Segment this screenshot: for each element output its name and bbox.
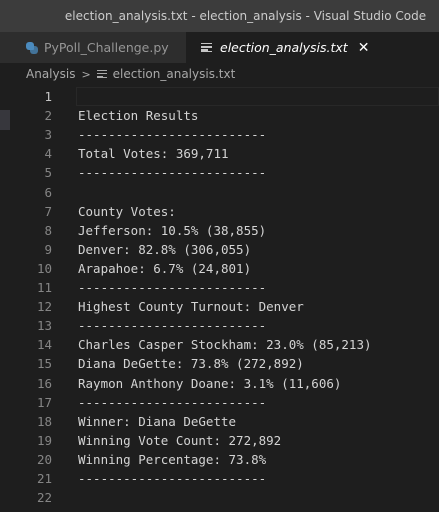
- window-title: election_analysis.txt - election_analysi…: [64, 9, 427, 23]
- editor-line[interactable]: 12 Highest County Turnout: Denver: [0, 297, 439, 316]
- tab-label: election_analysis.txt: [220, 40, 348, 55]
- editor-line[interactable]: 20 Winning Percentage: 73.8%: [0, 450, 439, 469]
- text-file-icon: [201, 43, 212, 52]
- editor-line[interactable]: 15 Diana DeGette: 73.8% (272,892): [0, 354, 439, 373]
- line-number: 8: [44, 222, 52, 238]
- editor-line[interactable]: 7 County Votes:: [0, 202, 439, 221]
- line-number: 1: [44, 89, 52, 104]
- editor-line[interactable]: 2 Election Results: [0, 106, 439, 125]
- close-icon[interactable]: ✕: [357, 39, 370, 56]
- line-text: Winning Percentage: 73.8%: [78, 451, 267, 467]
- line-text: Election Results: [78, 108, 199, 124]
- tab-election-analysis[interactable]: election_analysis.txt ✕: [186, 32, 439, 63]
- line-number: 22: [36, 490, 52, 506]
- line-number: 9: [44, 241, 52, 257]
- gutter-marker: [0, 110, 10, 130]
- line-number: 20: [36, 451, 52, 467]
- line-number: 11: [36, 280, 52, 295]
- tab-label: PyPoll_Challenge.py: [44, 40, 169, 55]
- line-number: 6: [44, 184, 52, 200]
- line-number: 7: [44, 203, 52, 219]
- editor-line[interactable]: 16 Raymon Anthony Doane: 3.1% (11,606): [0, 374, 439, 393]
- line-text: Arapahoe: 6.7% (24,801): [78, 260, 252, 276]
- editor-line[interactable]: 21 -------------------------: [0, 469, 439, 488]
- editor-line[interactable]: 8 Jefferson: 10.5% (38,855): [0, 221, 439, 240]
- line-number: 12: [36, 299, 52, 315]
- text-editor[interactable]: 1 2 Election Results 3 ---------------------…: [0, 86, 439, 512]
- line-number: 19: [36, 432, 52, 448]
- text-file-icon: [96, 70, 107, 78]
- breadcrumb: Analysis > election_analysis.txt: [0, 63, 439, 85]
- line-number: 13: [36, 318, 52, 334]
- line-text: Total Votes: 369,711: [78, 146, 229, 162]
- line-number: 15: [36, 356, 52, 372]
- line-number: 2: [44, 108, 52, 124]
- line-number: 3: [44, 127, 52, 143]
- line-text: -------------------------: [78, 318, 267, 334]
- line-number: 4: [44, 146, 52, 162]
- window-title-bar: election_analysis.txt - election_analysi…: [0, 0, 439, 32]
- line-text: Denver: 82.8% (306,055): [78, 241, 252, 257]
- editor-line[interactable]: 14 Charles Casper Stockham: 23.0% (85,213…: [0, 335, 439, 354]
- line-text: Highest County Turnout: Denver: [78, 299, 304, 315]
- line-text: County Votes:: [78, 203, 176, 219]
- editor-line[interactable]: 11 -------------------------: [0, 278, 439, 297]
- line-text: -------------------------: [78, 394, 267, 410]
- line-number: 16: [36, 375, 52, 391]
- line-text: Winning Vote Count: 272,892: [78, 432, 282, 448]
- line-number: 17: [36, 394, 52, 410]
- line-text: Winner: Diana DeGette: [78, 413, 237, 429]
- breadcrumb-folder[interactable]: Analysis: [26, 67, 76, 81]
- editor-line[interactable]: 10 Arapahoe: 6.7% (24,801): [0, 259, 439, 278]
- editor-line[interactable]: 9 Denver: 82.8% (306,055): [0, 240, 439, 259]
- line-text: Jefferson: 10.5% (38,855): [78, 222, 267, 238]
- editor-line[interactable]: 18 Winner: Diana DeGette: [0, 412, 439, 431]
- editor-line[interactable]: 1: [0, 87, 439, 106]
- line-number: 18: [36, 413, 52, 429]
- line-number: 21: [36, 471, 52, 486]
- python-icon: [26, 41, 38, 54]
- chevron-right-icon: >: [81, 67, 91, 81]
- editor-line[interactable]: 19 Winning Vote Count: 272,892: [0, 431, 439, 450]
- line-text: -------------------------: [78, 280, 267, 295]
- editor-line[interactable]: 3 -------------------------: [0, 125, 439, 144]
- line-text: Raymon Anthony Doane: 3.1% (11,606): [78, 375, 342, 391]
- editor-line[interactable]: 5 -------------------------: [0, 163, 439, 182]
- breadcrumb-file[interactable]: election_analysis.txt: [112, 67, 236, 81]
- line-text: -------------------------: [78, 127, 267, 143]
- line-number: 14: [36, 337, 52, 353]
- line-number: 10: [36, 260, 52, 276]
- editor-line[interactable]: 13 -------------------------: [0, 316, 439, 335]
- line-text: -------------------------: [78, 165, 267, 181]
- editor-tab-bar: PyPoll_Challenge.py election_analysis.tx…: [0, 32, 439, 63]
- line-text: -------------------------: [78, 471, 267, 486]
- editor-line[interactable]: 4 Total Votes: 369,711: [0, 144, 439, 163]
- line-number: 5: [44, 165, 52, 181]
- editor-line[interactable]: 22: [0, 488, 439, 507]
- editor-line[interactable]: 17 -------------------------: [0, 393, 439, 412]
- tab-pypoll-challenge[interactable]: PyPoll_Challenge.py: [0, 32, 186, 63]
- editor-line[interactable]: 6: [0, 183, 439, 202]
- line-text: Charles Casper Stockham: 23.0% (85,213): [78, 337, 372, 353]
- line-text: Diana DeGette: 73.8% (272,892): [78, 356, 304, 372]
